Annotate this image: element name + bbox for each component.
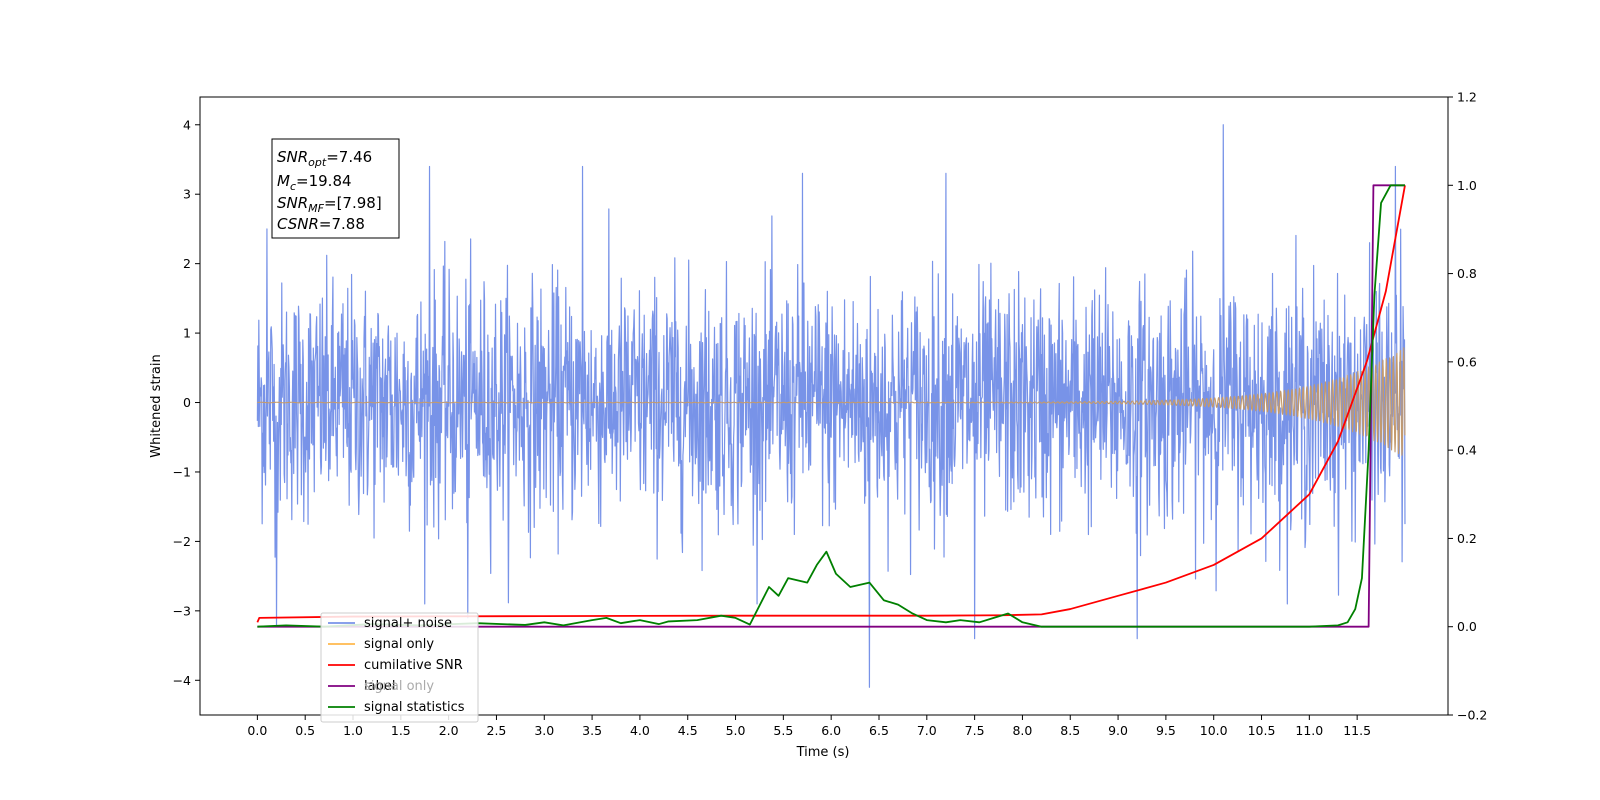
x-tick-label: 0.0 [247, 723, 267, 738]
y-tick-label: 2 [183, 256, 191, 271]
stats-annotation: SNRopt=7.46 Mc=19.84 SNRMF=[7.98] CSNR=7… [271, 138, 400, 239]
x-tick-label: 5.5 [773, 723, 793, 738]
x-tick-label: 6.5 [869, 723, 889, 738]
legend-label-ghost: signal only [364, 679, 434, 694]
y2-tick-label: 0.8 [1457, 266, 1477, 281]
y-axis-label: Whitened strain [149, 354, 164, 457]
x-tick-label: 2.5 [487, 723, 507, 738]
y-tick-label: 0 [183, 395, 191, 410]
y2-tick-label: 0.6 [1457, 354, 1477, 369]
x-tick-label: 7.0 [917, 723, 937, 738]
y2-tick-label: 0.4 [1457, 443, 1477, 458]
y-tick-label: −2 [173, 534, 191, 549]
x-tick-label: 1.0 [343, 723, 363, 738]
annotation-box [271, 138, 400, 239]
y-axis-right: 1.2 1.0 0.8 0.6 0.4 0.2 0.0 −0.2 [1448, 90, 1487, 723]
legend-label: signal only [364, 637, 434, 652]
series-line-0 [256, 124, 1406, 688]
y2-tick-label: 0.0 [1457, 619, 1477, 634]
y2-tick-label: −0.2 [1457, 708, 1487, 723]
legend-items: signal+ noise signal only cumilative SNR la… [328, 616, 465, 715]
x-tick-label: 8.5 [1060, 723, 1080, 738]
x-tick-label: 10.5 [1248, 723, 1276, 738]
legend-label: label [364, 679, 395, 694]
y2-tick-label: 0.2 [1457, 531, 1477, 546]
x-tick-label: 9.5 [1156, 723, 1176, 738]
y-tick-label: −4 [173, 673, 191, 688]
plot-frame [199, 96, 1449, 716]
legend-label: signal statistics [364, 700, 465, 715]
legend-label: cumilative SNR [364, 658, 463, 673]
x-tick-label: 4.0 [630, 723, 650, 738]
y-tick-label: −3 [173, 603, 191, 618]
y-tick-label: 4 [183, 117, 191, 132]
y-tick-label: −1 [173, 464, 191, 479]
x-axis-label: Time (s) [796, 745, 850, 760]
x-tick-label: 5.0 [726, 723, 746, 738]
annotation-snr-mf: SNRMF=[7.98] [277, 194, 382, 215]
legend-label: signal+ noise [364, 616, 452, 631]
y2-tick-label: 1.2 [1457, 90, 1477, 105]
x-tick-label: 11.5 [1343, 723, 1371, 738]
x-tick-label: 8.0 [1012, 723, 1032, 738]
x-tick-label: 3.0 [534, 723, 554, 738]
series-line-4 [257, 184, 1405, 628]
x-tick-label: 10.0 [1200, 723, 1228, 738]
annotation-snr-opt: SNRopt=7.46 [277, 148, 372, 169]
x-tick-label: 7.5 [965, 723, 985, 738]
series-layer [256, 124, 1406, 688]
series-line-2 [256, 185, 1406, 623]
annotation-chirp-mass: Mc=19.84 [277, 172, 352, 193]
x-axis: 0.0 0.5 1.0 1.5 2.0 2.5 3.0 3.5 4.0 4.5 5.0 5.5 6.0 6… [247, 715, 1371, 738]
annotation-csnr: CSNR=7.88 [277, 215, 365, 233]
x-tick-label: 1.5 [391, 723, 411, 738]
y-tick-label: 3 [183, 187, 191, 202]
y-axis-left: 4 3 2 1 0 −1 −2 −3 −4 [173, 117, 200, 688]
x-tick-label: 4.5 [678, 723, 698, 738]
series-line-1 [257, 347, 1406, 456]
y2-tick-label: 1.0 [1457, 178, 1477, 193]
legend-box [320, 612, 479, 723]
x-tick-label: 6.0 [821, 723, 841, 738]
legend: signal+ noise signal only cumilative SNR la… [320, 612, 479, 723]
y-tick-label: 1 [183, 326, 191, 341]
x-tick-label: 3.5 [582, 723, 602, 738]
x-tick-label: 11.0 [1295, 723, 1323, 738]
x-tick-label: 0.5 [295, 723, 315, 738]
x-tick-label: 9.0 [1108, 723, 1128, 738]
x-tick-label: 2.0 [439, 723, 459, 738]
